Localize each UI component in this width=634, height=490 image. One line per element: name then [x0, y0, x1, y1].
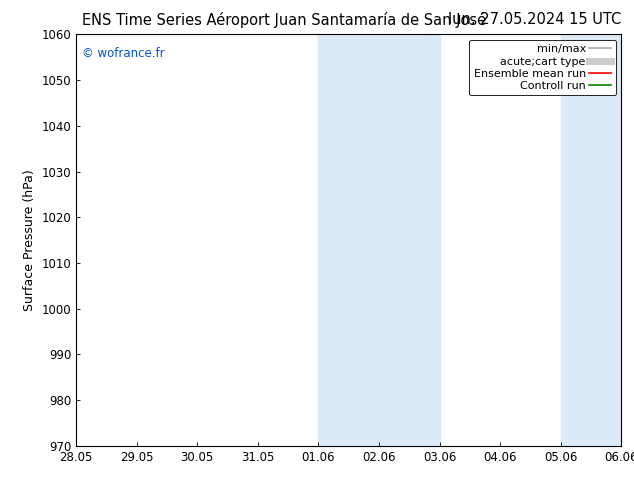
Bar: [318, 34, 439, 446]
Y-axis label: Surface Pressure (hPa): Surface Pressure (hPa): [23, 169, 36, 311]
Text: © wofrance.fr: © wofrance.fr: [82, 47, 164, 60]
Text: lun. 27.05.2024 15 UTC: lun. 27.05.2024 15 UTC: [448, 12, 621, 27]
Legend: min/max, acute;cart type, Ensemble mean run, Controll run: min/max, acute;cart type, Ensemble mean …: [469, 40, 616, 96]
Text: ENS Time Series Aéroport Juan Santamaría de San José: ENS Time Series Aéroport Juan Santamaría…: [82, 12, 486, 28]
Bar: [560, 34, 621, 446]
